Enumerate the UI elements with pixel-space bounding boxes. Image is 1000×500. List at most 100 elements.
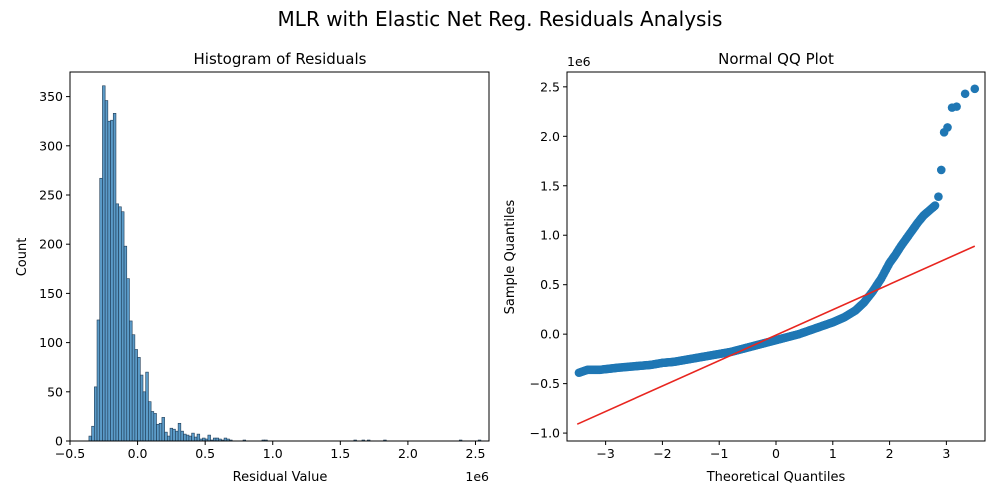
histogram-y-tick-label: 250	[39, 188, 63, 203]
histogram-bar	[102, 85, 106, 442]
histogram-bar	[177, 422, 182, 442]
histogram-x-tick-label: 1.5	[330, 446, 350, 461]
histogram-ylabel: Count	[15, 238, 30, 277]
histogram-bar	[148, 401, 152, 442]
qq-x-tick-label: 3	[942, 446, 950, 461]
histogram-bar	[91, 425, 95, 442]
qq-point	[943, 123, 952, 132]
qq-reference-line	[576, 245, 976, 425]
histogram-bar	[112, 113, 117, 442]
histogram-bar	[134, 349, 138, 442]
histogram-bars	[88, 85, 482, 442]
qq-x-tick-label: 1	[829, 446, 837, 461]
histogram-xlabel: Residual Value	[233, 470, 328, 485]
histogram-title: Histogram of Residuals	[194, 50, 367, 68]
histogram-bar	[96, 319, 101, 442]
histogram-bar	[115, 203, 119, 442]
histogram-bar	[180, 430, 184, 442]
qq-y-tick-label: 2.0	[540, 129, 560, 144]
histogram-bar	[94, 386, 98, 442]
qq-x-tick-label: 2	[886, 446, 894, 461]
qq-y-tick-label: 1.0	[540, 228, 560, 243]
qq-point	[970, 84, 980, 94]
histogram-x-tick-label: 2.5	[466, 446, 486, 461]
histogram-y-tick-label: 350	[39, 89, 63, 104]
histogram-x-ticks: −0.5 0.0 0.5 1.0 1.5 2.0 2.5	[55, 441, 486, 461]
qq-chart: Normal QQ Plot −3 −2 −1 0 1 2 3 −1.0 −0.5 0.0 0.5…	[503, 50, 986, 485]
histogram-bar	[188, 435, 192, 442]
histogram-y-tick-label: 200	[39, 237, 63, 252]
histogram-bar	[183, 433, 187, 442]
histogram-bar	[99, 177, 103, 442]
qq-point	[960, 89, 970, 99]
qq-point	[930, 201, 940, 210]
histogram-y-tick-label: 100	[39, 335, 63, 350]
qq-reference-line-segment	[576, 245, 976, 425]
histogram-bar	[150, 411, 155, 442]
qq-point	[934, 192, 943, 201]
qq-y-tick-label: 0.5	[540, 277, 560, 292]
histogram-y-tick-label: 50	[47, 384, 63, 399]
histogram-bar	[167, 435, 171, 442]
histogram-x-tick-label: −0.5	[55, 446, 85, 461]
qq-y-tick-label: 0.0	[540, 327, 560, 342]
qq-x-tick-label: 0	[772, 446, 780, 461]
histogram-bar	[126, 278, 130, 442]
histogram-y-tick-label: 300	[39, 138, 63, 153]
histogram-bar	[110, 119, 114, 442]
qq-y-multiplier: 1e6	[567, 54, 591, 69]
histogram-bar	[139, 374, 144, 442]
qq-y-tick-label: 1.5	[540, 178, 560, 193]
qq-y-tick-label: 2.5	[540, 79, 560, 94]
histogram-x-multiplier: 1e6	[465, 469, 489, 484]
qq-x-tick-label: −1	[710, 446, 728, 461]
qq-x-ticks: −3 −2 −1 0 1 2 3	[596, 441, 950, 461]
histogram-bar	[185, 434, 190, 442]
histogram-bar	[158, 422, 163, 442]
histogram-bar	[164, 431, 168, 442]
histogram-bar	[131, 334, 136, 442]
histogram-bar	[104, 100, 109, 442]
histogram-x-tick-label: 2.0	[398, 446, 418, 461]
qq-point	[952, 102, 961, 111]
qq-x-tick-label: −2	[653, 446, 671, 461]
histogram-x-tick-label: 1.0	[263, 446, 283, 461]
histogram-bar	[145, 371, 149, 442]
histogram-y-tick-label: 150	[39, 286, 63, 301]
histogram-bar	[142, 391, 146, 442]
histogram-y-ticks: 0 50 100 150 200 250 300 350	[39, 89, 70, 449]
qq-y-tick-label: −1.0	[530, 426, 560, 441]
qq-xlabel: Theoretical Quantiles	[706, 470, 846, 485]
histogram-bar	[123, 245, 128, 442]
histogram-bar	[156, 423, 160, 442]
histogram-bar	[118, 206, 122, 442]
histogram-frame	[69, 71, 490, 442]
histogram-bar	[172, 428, 176, 442]
qq-y-tick-label: −0.5	[530, 376, 560, 391]
histogram-bar	[169, 427, 174, 442]
histogram-bar	[129, 320, 133, 442]
histogram-bar	[161, 417, 165, 442]
histogram-bar	[107, 120, 111, 442]
histogram-bar	[196, 433, 201, 442]
qq-y-ticks: −1.0 −0.5 0.0 0.5 1.0 1.5 2.0 2.5	[530, 79, 567, 441]
histogram-bar	[207, 434, 211, 442]
histogram-x-tick-label: 0.0	[128, 446, 148, 461]
histogram-bar	[137, 357, 141, 442]
qq-frame	[566, 71, 986, 442]
qq-point	[936, 165, 946, 175]
histogram-bar	[194, 436, 198, 442]
histogram-x-tick-label: 0.5	[195, 446, 215, 461]
qq-x-tick-label: −3	[596, 446, 614, 461]
histogram-bar	[175, 430, 179, 442]
histogram-bar	[121, 211, 125, 442]
histogram-bar	[88, 435, 92, 442]
histogram-chart: Histogram of Residuals −0.5 0.0 0.5 1.0 1.5 2…	[15, 50, 490, 485]
figure-title: MLR with Elastic Net Reg. Residuals Anal…	[278, 7, 723, 31]
qq-title: Normal QQ Plot	[718, 50, 834, 68]
qq-points	[574, 84, 980, 378]
histogram-bar	[191, 432, 195, 442]
histogram-y-tick-label: 0	[55, 434, 63, 449]
histogram-bar	[153, 413, 157, 442]
